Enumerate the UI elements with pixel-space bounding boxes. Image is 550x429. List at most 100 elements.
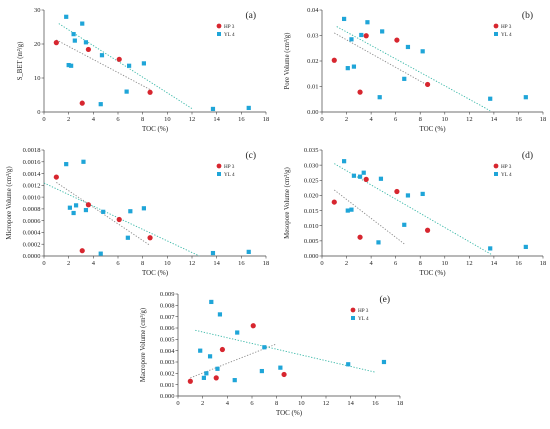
legend-marker-hp3 — [493, 23, 499, 29]
y-tick-label: 0.030 — [304, 162, 319, 169]
data-point-yl4 — [278, 365, 283, 370]
y-tick-label: 0.035 — [304, 147, 319, 154]
data-point-yl4 — [235, 330, 240, 335]
x-tick-label: 8 — [275, 400, 278, 407]
data-point-yl4 — [83, 40, 89, 45]
x-tick-label: 16 — [515, 116, 522, 123]
x-tick-label: 8 — [419, 116, 422, 123]
data-point-yl4 — [351, 64, 357, 69]
x-tick-label: 16 — [238, 116, 245, 123]
y-tick-label: 0.005 — [160, 337, 175, 344]
data-point-hp3 — [394, 188, 400, 195]
trendline-yl4 — [43, 182, 200, 257]
data-point-yl4 — [127, 63, 132, 68]
data-point-hp3 — [85, 46, 91, 53]
x-tick-label: 4 — [369, 260, 373, 267]
data-point-yl4 — [262, 345, 267, 350]
y-axis-label: Macropore Volume (cm³/g) — [140, 308, 147, 382]
x-tick-label: 2 — [345, 260, 348, 267]
x-tick-label: 6 — [250, 400, 254, 407]
data-point-hp3 — [331, 199, 337, 205]
data-point-hp3 — [357, 234, 363, 240]
data-point-yl4 — [83, 207, 89, 213]
data-point-yl4 — [361, 170, 366, 175]
y-axis-label: Pore Volume (cm³/g) — [284, 33, 291, 90]
legend-label-hp3: HP 3 — [501, 164, 512, 170]
data-point-hp3 — [85, 202, 91, 208]
data-point-yl4 — [101, 209, 106, 214]
y-tick-label: 0.0008 — [23, 206, 41, 213]
data-point-yl4 — [99, 53, 105, 58]
x-tick-label: 14 — [347, 400, 354, 407]
y-axis-label: Micropore Volume (cm³/g) — [6, 166, 13, 239]
data-point-hp3 — [79, 100, 85, 106]
data-point-yl4 — [246, 249, 251, 254]
y-tick-label: 0.03 — [307, 33, 318, 40]
legend-label-hp3: HP 3 — [224, 164, 235, 170]
x-tick-label: 4 — [92, 260, 96, 267]
y-tick-label: 0 — [37, 109, 40, 116]
legend-label-hp3: HP 3 — [224, 24, 235, 30]
data-point-yl4 — [69, 63, 74, 68]
y-tick-label: 0.0016 — [23, 159, 42, 166]
legend-marker-hp3 — [350, 307, 356, 313]
data-point-yl4 — [198, 348, 203, 353]
y-tick-label: 0.0010 — [23, 194, 41, 201]
legend-marker-hp3 — [216, 23, 222, 29]
y-tick-label: 0.0006 — [23, 218, 42, 225]
data-point-yl4 — [349, 37, 354, 42]
y-tick-label: 0.0000 — [23, 253, 41, 260]
x-tick-label: 12 — [189, 260, 196, 267]
legend-label-yl4: YL 4 — [501, 172, 512, 178]
legend-marker-yl4 — [494, 172, 498, 176]
x-tick-label: 0 — [320, 116, 323, 123]
data-point-yl4 — [204, 371, 209, 376]
data-point-yl4 — [488, 246, 493, 251]
y-tick-label: 0.003 — [160, 359, 175, 366]
x-tick-label: 18 — [397, 400, 404, 407]
x-tick-label: 16 — [372, 400, 379, 407]
data-point-yl4 — [66, 62, 71, 68]
x-tick-label: 12 — [466, 116, 473, 123]
data-point-yl4 — [210, 106, 216, 112]
y-axis-label: Mesopore Volume (cm³/g) — [284, 167, 291, 239]
panel-a: 0 2 4 6 8 10 12 14 16 18 0 10 20 30 TOC (%) S_BET (m²/g… — [17, 7, 269, 133]
data-point-yl4 — [381, 359, 387, 365]
data-point-yl4 — [345, 208, 350, 213]
data-point-hp3 — [424, 227, 431, 233]
y-tick-label: 0.020 — [304, 193, 319, 200]
legend: HP 3 YL 4 — [216, 23, 235, 38]
data-point-hp3 — [79, 248, 85, 254]
x-tick-label: 12 — [466, 260, 473, 267]
x-axis-label: TOC (%) — [142, 269, 169, 277]
data-point-yl4 — [259, 368, 264, 374]
panel-label: (c) — [245, 150, 256, 161]
x-tick-label: 0 — [42, 260, 45, 267]
data-point-hp3 — [53, 40, 59, 46]
y-tick-label: 0.002 — [160, 371, 175, 378]
legend-marker-hp3 — [216, 163, 222, 169]
legend-label-yl4: YL 4 — [224, 172, 235, 178]
data-point-yl4 — [346, 362, 351, 367]
data-point-yl4 — [217, 312, 223, 317]
data-point-yl4 — [342, 16, 347, 22]
legend-label-hp3: HP 3 — [501, 24, 512, 30]
data-point-hp3 — [147, 89, 153, 95]
data-point-yl4 — [98, 251, 103, 256]
y-tick-label: 0.0014 — [23, 171, 42, 178]
data-point-hp3 — [116, 216, 122, 223]
panel-c: 0 2 4 6 8 10 12 14 16 18 0.0000 0.0002 0.0004 0.0006 0… — [6, 147, 269, 277]
x-axis-label: TOC (%) — [276, 409, 303, 417]
x-tick-label: 6 — [116, 116, 120, 123]
legend-label-yl4: YL 4 — [358, 316, 369, 322]
x-tick-label: 12 — [323, 400, 330, 407]
legend-label-hp3: HP 3 — [358, 308, 369, 314]
data-point-yl4 — [81, 159, 86, 164]
data-point-yl4 — [232, 378, 237, 383]
y-tick-label: 0.0018 — [23, 147, 41, 154]
data-point-yl4 — [210, 250, 216, 256]
trendline-yl4 — [334, 163, 492, 255]
data-point-yl4 — [377, 95, 382, 100]
data-point-yl4 — [342, 159, 347, 164]
